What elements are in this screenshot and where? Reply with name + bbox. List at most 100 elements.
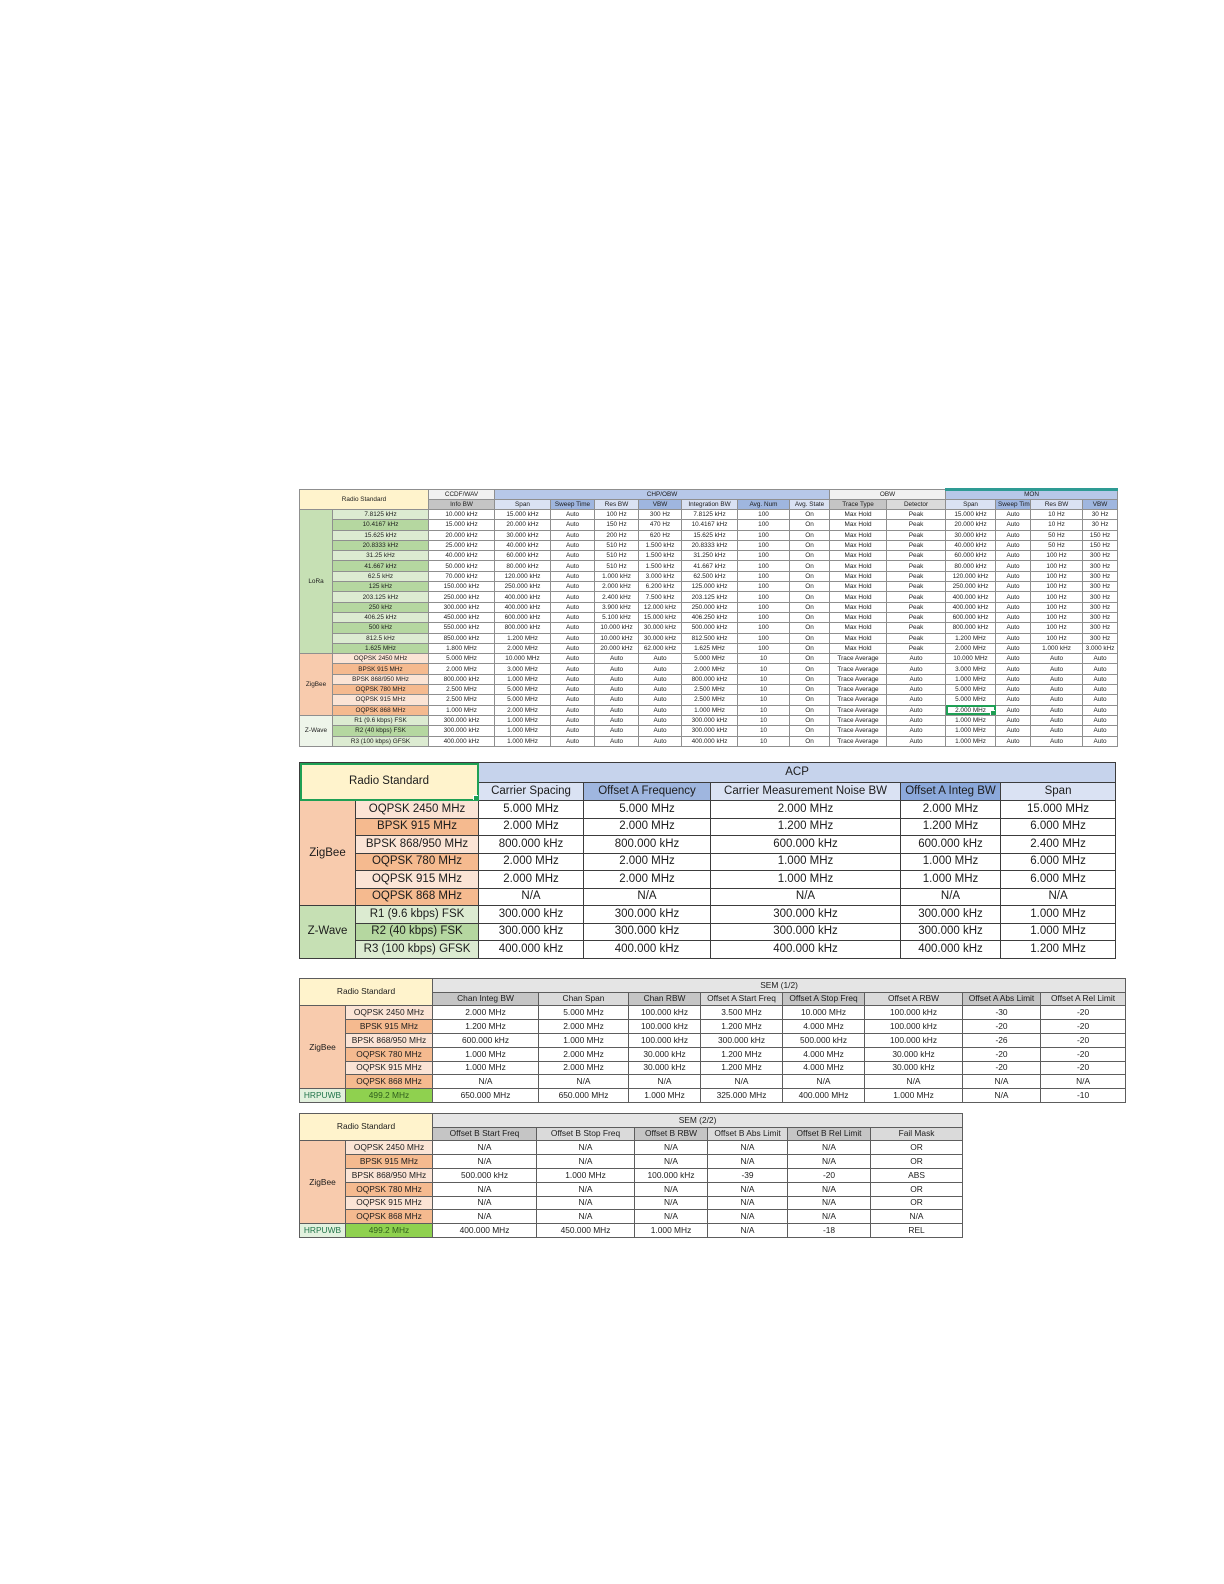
column-header[interactable]: Offset A Frequency (583, 782, 712, 801)
cell[interactable]: -18 (787, 1223, 872, 1239)
cell[interactable]: 100 (737, 550, 791, 562)
cell[interactable]: 100 (737, 539, 791, 552)
cell[interactable]: 3.000 kHz (638, 570, 683, 583)
cell[interactable]: 4.000 MHz (782, 1018, 866, 1034)
cell[interactable]: 100 (737, 581, 791, 593)
cell[interactable]: 10.000 kHz (594, 632, 640, 644)
active-cell[interactable]: 2.000 MHz (945, 704, 997, 716)
row-label[interactable]: 41.667 kHz (331, 560, 430, 572)
cell[interactable]: Trace Average (829, 663, 888, 675)
cell[interactable]: On (789, 725, 831, 737)
cell[interactable]: Auto (995, 519, 1032, 531)
cell[interactable]: 100 (737, 601, 791, 613)
cell[interactable]: Max Hold (829, 508, 888, 521)
cell[interactable]: N/A (700, 1074, 784, 1090)
row-label[interactable]: OQPSK 915 MHz (344, 1060, 434, 1076)
cell[interactable]: 1.200 MHz (700, 1046, 784, 1062)
cell[interactable]: Auto (1030, 704, 1084, 716)
cell[interactable]: Auto (550, 529, 596, 541)
cell[interactable]: N/A (634, 1153, 709, 1169)
cell[interactable]: Max Hold (829, 570, 888, 583)
cell[interactable]: On (789, 632, 831, 644)
cell[interactable]: ABS (870, 1167, 964, 1183)
row-label[interactable]: BPSK 868/950 MHz (331, 673, 430, 686)
cell[interactable]: 300 Hz (1082, 550, 1119, 562)
row-label[interactable]: BPSK 915 MHz (354, 817, 480, 836)
cell[interactable]: Auto (550, 714, 596, 727)
cell[interactable]: Auto (1082, 673, 1119, 686)
cell[interactable]: Max Hold (829, 601, 888, 613)
cell[interactable]: Auto (995, 570, 1032, 583)
cell[interactable]: Trace Average (829, 653, 888, 665)
section-header-chp-obw[interactable]: CHP/OBW (494, 489, 831, 500)
cell[interactable]: 2.000 MHz (478, 852, 585, 871)
cell[interactable]: 40.000 kHz (945, 539, 997, 552)
cell[interactable]: 15.000 kHz (494, 508, 552, 521)
cell[interactable]: Auto (886, 684, 947, 696)
cell[interactable]: Max Hold (829, 622, 888, 634)
cell[interactable]: 300.000 kHz (428, 725, 496, 737)
cell[interactable]: On (789, 622, 831, 634)
cell[interactable]: Auto (594, 684, 640, 696)
cell[interactable]: N/A (707, 1181, 789, 1197)
row-label[interactable]: R1 (9.6 kbps) FSK (354, 905, 480, 924)
column-header[interactable]: Offset A Abs Limit (962, 991, 1042, 1006)
cell[interactable]: 300.000 kHz (428, 601, 496, 613)
cell[interactable]: 20.000 kHz (945, 519, 997, 531)
cell[interactable]: Auto (886, 704, 947, 716)
cell[interactable]: Auto (550, 684, 596, 696)
cell[interactable]: 1.000 MHz (432, 1046, 540, 1062)
cell[interactable]: Auto (550, 694, 596, 706)
column-header[interactable]: Offset A Stop Freq (782, 991, 866, 1006)
row-label[interactable]: OQPSK 915 MHz (354, 870, 480, 889)
cell[interactable]: Auto (594, 714, 640, 727)
cell[interactable]: OR (870, 1181, 964, 1197)
cell[interactable]: Max Hold (829, 642, 888, 655)
cell[interactable]: -20 (1040, 1018, 1127, 1034)
cell[interactable]: N/A (787, 1181, 872, 1197)
column-header[interactable]: Span (945, 499, 997, 510)
cell[interactable]: Auto (1030, 684, 1084, 696)
cell[interactable]: 1.000 MHz (536, 1167, 636, 1183)
cell[interactable]: N/A (707, 1195, 789, 1211)
cell[interactable]: Peak (886, 550, 947, 562)
cell[interactable]: Auto (995, 642, 1032, 655)
cell[interactable]: 100 (737, 519, 791, 531)
cell[interactable]: 31.250 kHz (681, 550, 739, 562)
cell[interactable]: 62.000 kHz (638, 642, 683, 655)
cell[interactable]: Auto (638, 725, 683, 737)
cell[interactable]: 5.000 MHz (538, 1005, 630, 1020)
row-label[interactable]: OQPSK 868 MHz (354, 887, 480, 906)
cell[interactable]: Max Hold (829, 519, 888, 531)
column-header[interactable]: Offset B RBW (634, 1126, 709, 1141)
cell[interactable]: Auto (886, 653, 947, 665)
row-label[interactable]: 7.8125 kHz (331, 508, 430, 521)
cell[interactable]: 1.000 MHz (538, 1032, 630, 1048)
row-label[interactable]: 15.625 kHz (331, 529, 430, 541)
cell[interactable]: 300.000 kHz (478, 905, 585, 924)
cell[interactable]: -20 (1040, 1060, 1127, 1076)
column-header[interactable]: Offset B Start Freq (432, 1126, 538, 1141)
column-header[interactable]: Span (1000, 782, 1117, 801)
cell[interactable]: 300.000 kHz (710, 905, 902, 924)
cell[interactable]: Auto (1082, 725, 1119, 737)
section-header-sem-1-2-[interactable]: SEM (1/2) (432, 978, 1127, 993)
row-label[interactable]: OQPSK 915 MHz (331, 694, 430, 706)
cell[interactable]: 1.000 MHz (628, 1088, 702, 1104)
cell[interactable]: Auto (1030, 694, 1084, 706)
cell[interactable]: 100 Hz (1030, 601, 1084, 613)
cell[interactable]: 25.000 kHz (428, 539, 496, 552)
cell[interactable]: 6.000 MHz (1000, 852, 1117, 871)
cell[interactable]: 510 Hz (594, 539, 640, 552)
cell[interactable]: 100.000 kHz (628, 1018, 702, 1034)
cell[interactable]: 1.800 MHz (428, 642, 496, 655)
cell[interactable]: 1.000 kHz (1030, 642, 1084, 655)
cell[interactable]: Peak (886, 570, 947, 583)
cell[interactable]: 800.000 kHz (494, 622, 552, 634)
row-label[interactable]: 20.8333 kHz (331, 539, 430, 552)
cell[interactable]: 300.000 kHz (681, 714, 739, 727)
cell[interactable]: N/A (962, 1088, 1042, 1104)
cell[interactable]: 2.000 MHz (538, 1018, 630, 1034)
cell[interactable]: 300 Hz (1082, 581, 1119, 593)
cell[interactable]: Auto (638, 735, 683, 747)
